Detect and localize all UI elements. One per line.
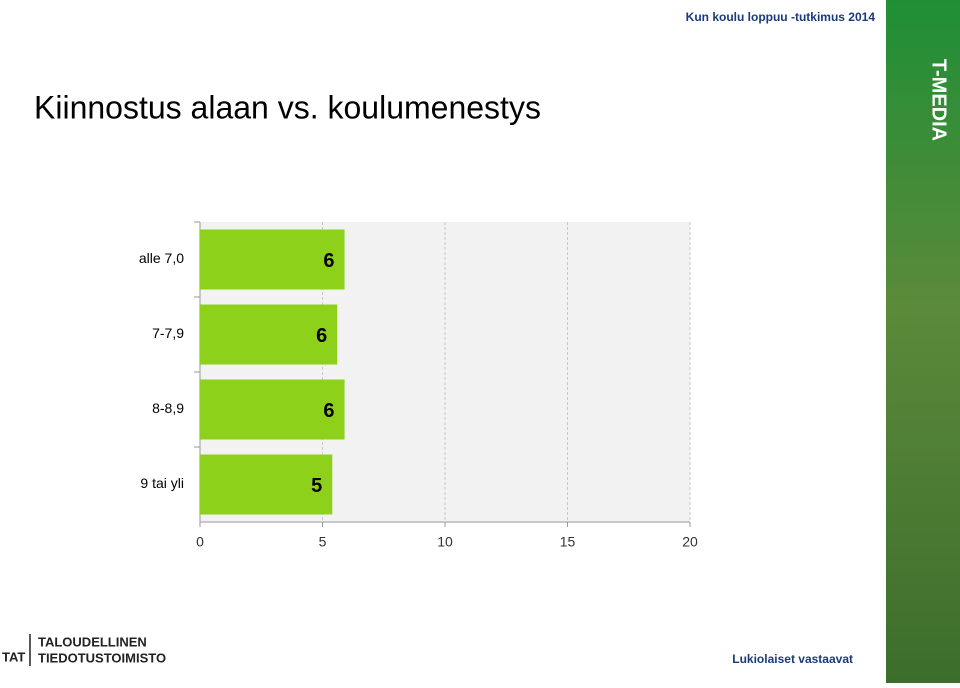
footer: Lukiolaiset vastaavat	[732, 652, 853, 666]
header: Kun koulu loppuu -tutkimus 2014	[686, 10, 876, 24]
chart-title: Kiinnostus alaan vs. koulumenestys	[34, 89, 541, 125]
chart: 0 5 10 15 20 alle 7,0 6 7-7,9 6 8-8,9 6 9 tai yli 5	[139, 221, 698, 550]
bar	[200, 379, 345, 440]
value-label: 6	[323, 400, 334, 422]
x-tick-label: 0	[196, 534, 204, 550]
sidebar	[886, 0, 960, 683]
value-label: 6	[316, 325, 327, 347]
value-label: 5	[311, 475, 322, 497]
bar	[200, 229, 345, 290]
logo-short: TAT	[2, 649, 25, 664]
y-tick-label: 8-8,9	[152, 400, 184, 416]
x-tick-label: 10	[437, 534, 453, 550]
brand: T-MEDIA	[928, 59, 950, 141]
bar	[200, 454, 333, 515]
x-tick-label: 15	[560, 534, 576, 550]
bar	[200, 304, 338, 365]
y-tick-label: 7-7,9	[152, 325, 184, 341]
logo-line2: TIEDOTUSTOIMISTO	[38, 650, 166, 665]
y-tick-label: 9 tai yli	[140, 475, 184, 491]
x-tick-label: 5	[319, 534, 327, 550]
x-tick-label: 20	[682, 534, 698, 550]
value-label: 6	[323, 250, 334, 272]
logo-line1: TALOUDELLINEN	[38, 634, 147, 649]
y-tick-label: alle 7,0	[139, 250, 184, 266]
